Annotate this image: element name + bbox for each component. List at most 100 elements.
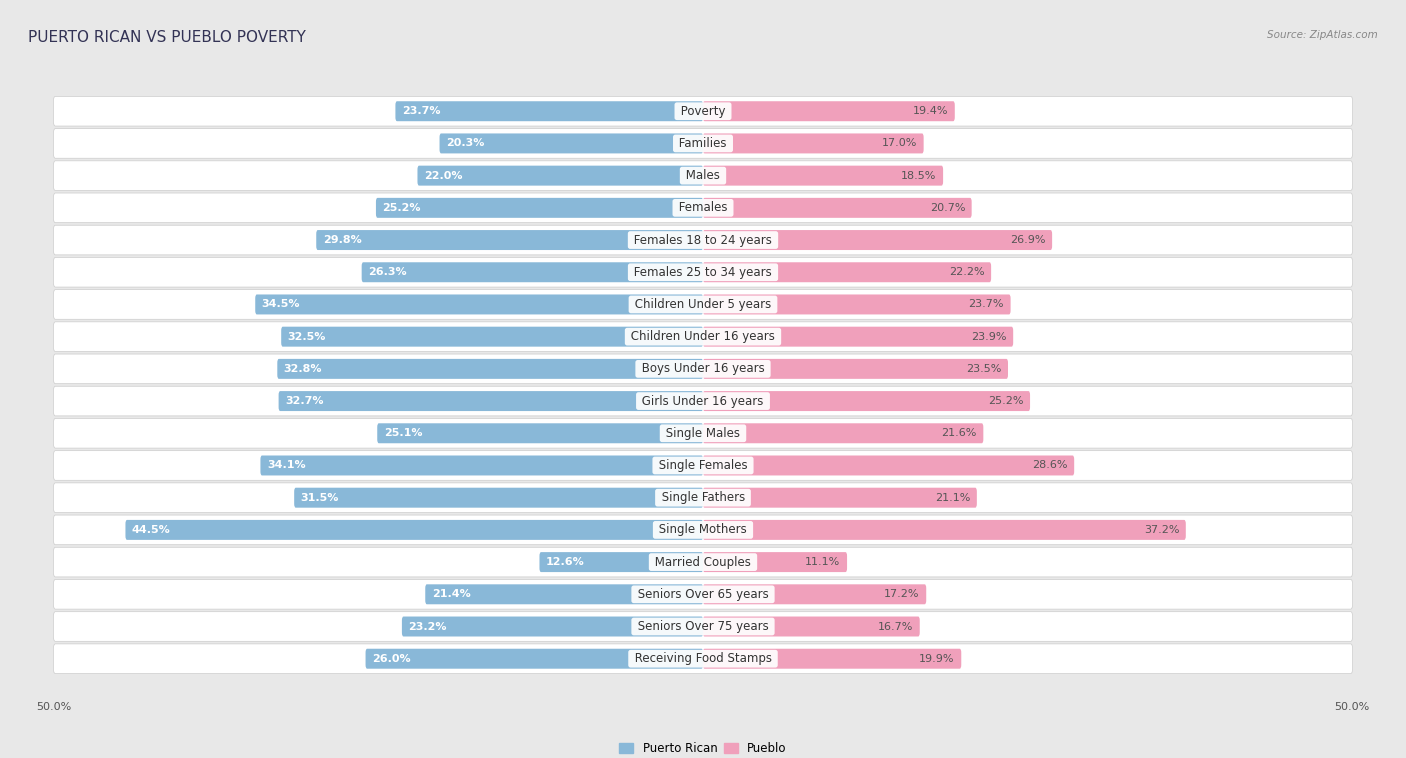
- Text: 25.1%: 25.1%: [384, 428, 422, 438]
- FancyBboxPatch shape: [53, 322, 1353, 352]
- FancyBboxPatch shape: [53, 644, 1353, 674]
- Text: Single Females: Single Females: [655, 459, 751, 472]
- Text: 34.1%: 34.1%: [267, 460, 305, 471]
- Text: Source: ZipAtlas.com: Source: ZipAtlas.com: [1267, 30, 1378, 40]
- FancyBboxPatch shape: [703, 391, 1031, 411]
- FancyBboxPatch shape: [540, 552, 703, 572]
- FancyBboxPatch shape: [703, 423, 983, 443]
- FancyBboxPatch shape: [395, 102, 703, 121]
- Text: Females 18 to 24 years: Females 18 to 24 years: [630, 233, 776, 246]
- FancyBboxPatch shape: [703, 294, 1011, 315]
- Text: Males: Males: [682, 169, 724, 182]
- FancyBboxPatch shape: [703, 102, 955, 121]
- Text: 23.5%: 23.5%: [966, 364, 1001, 374]
- FancyBboxPatch shape: [703, 198, 972, 218]
- FancyBboxPatch shape: [125, 520, 703, 540]
- Text: Families: Families: [675, 137, 731, 150]
- Text: 19.9%: 19.9%: [920, 653, 955, 664]
- FancyBboxPatch shape: [53, 579, 1353, 609]
- FancyBboxPatch shape: [53, 451, 1353, 481]
- Text: Receiving Food Stamps: Receiving Food Stamps: [631, 652, 775, 666]
- Text: Poverty: Poverty: [676, 105, 730, 117]
- Text: 12.6%: 12.6%: [546, 557, 585, 567]
- FancyBboxPatch shape: [703, 649, 962, 669]
- Text: 22.0%: 22.0%: [425, 171, 463, 180]
- FancyBboxPatch shape: [703, 520, 1185, 540]
- Text: 22.2%: 22.2%: [949, 268, 984, 277]
- Text: 25.2%: 25.2%: [988, 396, 1024, 406]
- Text: Boys Under 16 years: Boys Under 16 years: [638, 362, 768, 375]
- Text: 19.4%: 19.4%: [912, 106, 948, 116]
- FancyBboxPatch shape: [53, 612, 1353, 641]
- Text: 20.3%: 20.3%: [446, 139, 485, 149]
- FancyBboxPatch shape: [402, 616, 703, 637]
- Text: 26.0%: 26.0%: [373, 653, 411, 664]
- Text: 31.5%: 31.5%: [301, 493, 339, 503]
- FancyBboxPatch shape: [53, 354, 1353, 384]
- FancyBboxPatch shape: [53, 483, 1353, 512]
- FancyBboxPatch shape: [256, 294, 703, 315]
- FancyBboxPatch shape: [703, 552, 846, 572]
- Text: 25.2%: 25.2%: [382, 203, 420, 213]
- FancyBboxPatch shape: [703, 166, 943, 186]
- Text: 17.2%: 17.2%: [884, 589, 920, 600]
- Text: 21.1%: 21.1%: [935, 493, 970, 503]
- FancyBboxPatch shape: [703, 133, 924, 153]
- Text: 20.7%: 20.7%: [929, 203, 965, 213]
- Text: Seniors Over 75 years: Seniors Over 75 years: [634, 620, 772, 633]
- Text: 32.8%: 32.8%: [284, 364, 322, 374]
- FancyBboxPatch shape: [703, 359, 1008, 379]
- Text: Children Under 5 years: Children Under 5 years: [631, 298, 775, 311]
- FancyBboxPatch shape: [53, 547, 1353, 577]
- FancyBboxPatch shape: [281, 327, 703, 346]
- FancyBboxPatch shape: [53, 258, 1353, 287]
- FancyBboxPatch shape: [440, 133, 703, 153]
- Text: 16.7%: 16.7%: [877, 622, 914, 631]
- FancyBboxPatch shape: [53, 290, 1353, 319]
- Text: Girls Under 16 years: Girls Under 16 years: [638, 395, 768, 408]
- Text: Females 25 to 34 years: Females 25 to 34 years: [630, 266, 776, 279]
- FancyBboxPatch shape: [703, 456, 1074, 475]
- Text: 11.1%: 11.1%: [806, 557, 841, 567]
- FancyBboxPatch shape: [53, 129, 1353, 158]
- FancyBboxPatch shape: [377, 423, 703, 443]
- Text: 21.6%: 21.6%: [942, 428, 977, 438]
- Text: 23.9%: 23.9%: [972, 332, 1007, 342]
- Text: 18.5%: 18.5%: [901, 171, 936, 180]
- Text: Children Under 16 years: Children Under 16 years: [627, 330, 779, 343]
- FancyBboxPatch shape: [425, 584, 703, 604]
- Text: 37.2%: 37.2%: [1144, 525, 1180, 535]
- FancyBboxPatch shape: [703, 262, 991, 282]
- Text: 28.6%: 28.6%: [1032, 460, 1067, 471]
- Text: 23.2%: 23.2%: [408, 622, 447, 631]
- FancyBboxPatch shape: [277, 359, 703, 379]
- Text: 29.8%: 29.8%: [323, 235, 361, 245]
- Legend: Puerto Rican, Pueblo: Puerto Rican, Pueblo: [614, 738, 792, 758]
- Text: 26.3%: 26.3%: [368, 268, 406, 277]
- Text: 44.5%: 44.5%: [132, 525, 170, 535]
- FancyBboxPatch shape: [703, 327, 1014, 346]
- FancyBboxPatch shape: [53, 225, 1353, 255]
- Text: 26.9%: 26.9%: [1010, 235, 1046, 245]
- Text: 34.5%: 34.5%: [262, 299, 301, 309]
- FancyBboxPatch shape: [53, 193, 1353, 223]
- Text: Single Males: Single Males: [662, 427, 744, 440]
- Text: Single Mothers: Single Mothers: [655, 523, 751, 537]
- FancyBboxPatch shape: [53, 418, 1353, 448]
- FancyBboxPatch shape: [260, 456, 703, 475]
- FancyBboxPatch shape: [366, 649, 703, 669]
- FancyBboxPatch shape: [375, 198, 703, 218]
- Text: Females: Females: [675, 202, 731, 215]
- FancyBboxPatch shape: [703, 616, 920, 637]
- FancyBboxPatch shape: [53, 515, 1353, 545]
- Text: 32.7%: 32.7%: [285, 396, 323, 406]
- FancyBboxPatch shape: [53, 161, 1353, 190]
- FancyBboxPatch shape: [703, 487, 977, 508]
- Text: Married Couples: Married Couples: [651, 556, 755, 568]
- Text: Seniors Over 65 years: Seniors Over 65 years: [634, 587, 772, 601]
- Text: 32.5%: 32.5%: [288, 332, 326, 342]
- FancyBboxPatch shape: [53, 96, 1353, 126]
- Text: 17.0%: 17.0%: [882, 139, 917, 149]
- Text: Single Fathers: Single Fathers: [658, 491, 748, 504]
- FancyBboxPatch shape: [703, 584, 927, 604]
